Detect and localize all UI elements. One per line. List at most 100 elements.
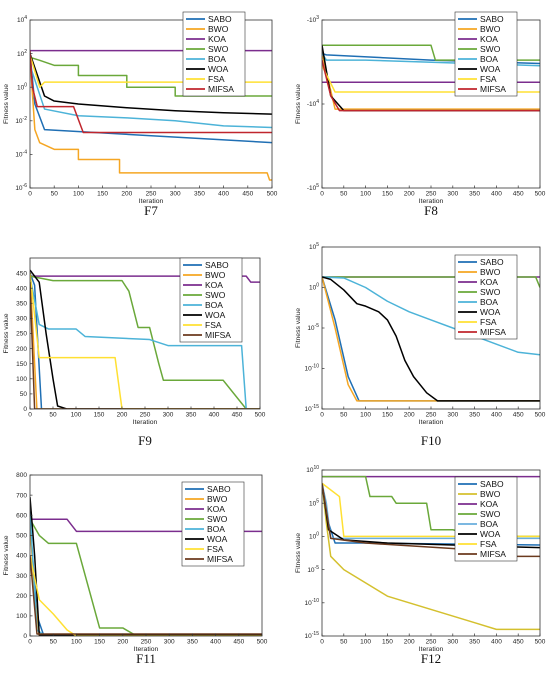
series-line-swo <box>30 275 260 409</box>
x-tick-label: 500 <box>255 412 266 419</box>
x-tick-label: 350 <box>186 412 197 419</box>
x-tick-label: 350 <box>194 191 205 198</box>
legend-entry: BWO <box>480 267 501 277</box>
y-tick-label: 150 <box>16 361 27 368</box>
legend-entry: MIFSA <box>208 84 234 94</box>
y-tick-label: 100 <box>17 82 27 91</box>
x-tick-label: 250 <box>140 412 151 419</box>
series-line-bwo <box>30 57 272 181</box>
legend-entry: FSA <box>208 74 225 84</box>
x-tick-label: 0 <box>320 639 324 646</box>
x-tick-label: 300 <box>447 412 458 419</box>
x-tick-label: 200 <box>404 191 415 198</box>
x-tick-label: 0 <box>320 191 324 198</box>
x-tick-label: 0 <box>28 412 32 419</box>
x-tick-label: 150 <box>382 639 393 646</box>
chart-f9: 0 50 100 150 200 250 300 350 400 450 500 Iteration 0… <box>3 257 266 448</box>
legend-entry: BWO <box>480 489 501 499</box>
x-tick-label: 300 <box>447 191 458 198</box>
legend-entry: MIFSA <box>480 549 506 559</box>
chart-f10: 0 50 100 150 200 250 300 350 400 450 500 Iteration 1… <box>295 242 546 448</box>
y-tick-label: 0 <box>23 633 27 640</box>
x-tick-label: 50 <box>340 412 348 419</box>
x-axis-label: Iteration <box>133 419 158 426</box>
y-tick-label: -104 <box>307 99 319 108</box>
x-tick-label: 300 <box>164 639 175 646</box>
legend-entry: WOA <box>207 534 228 544</box>
legend-entry: SWO <box>208 44 229 54</box>
y-axis-label: Fitness value <box>3 313 10 353</box>
y-tick-label: 600 <box>16 512 27 519</box>
y-axis-label: Fitness value <box>3 84 10 124</box>
series-line-bwo <box>322 276 540 402</box>
x-tick-label: 50 <box>340 191 348 198</box>
series-line-woa <box>30 269 260 409</box>
y-tick-label: 100 <box>16 376 27 383</box>
legend-entry: KOA <box>208 34 226 44</box>
y-tick-label: 10-4 <box>15 150 27 159</box>
x-tick-label: 450 <box>242 191 253 198</box>
legend-entry: SWO <box>207 514 228 524</box>
legend-entry: SABO <box>480 479 504 489</box>
series-line-mifsa <box>30 282 260 409</box>
y-tick-label: 10-10 <box>305 598 320 607</box>
series-line-woa <box>30 53 272 115</box>
y-tick-label: 104 <box>17 15 27 24</box>
y-tick-label: 700 <box>16 492 27 499</box>
y-tick-label: 100 <box>16 613 27 620</box>
y-tick-label: 10-10 <box>305 364 320 373</box>
x-axis-label: Iteration <box>139 198 164 205</box>
legend-entry: MIFSA <box>480 327 506 337</box>
chart-f12: 0 50 100 150 200 250 300 350 400 450 500 Iteration 1… <box>295 465 546 666</box>
chart-caption: F10 <box>421 433 441 448</box>
x-tick-label: 100 <box>360 191 371 198</box>
legend-entry: SABO <box>207 484 231 494</box>
x-tick-label: 400 <box>218 191 229 198</box>
series-line-boa <box>30 65 272 129</box>
y-tick-label: 300 <box>16 573 27 580</box>
series-line-swo <box>30 56 272 97</box>
x-tick-label: 100 <box>73 191 84 198</box>
x-tick-label: 250 <box>426 191 437 198</box>
y-axis-label: Fitness value <box>295 308 302 348</box>
y-axis-label: Fitness value <box>3 535 10 575</box>
y-axis-label: Fitness value <box>295 533 302 573</box>
x-tick-label: 400 <box>210 639 221 646</box>
y-tick-label: 105 <box>309 498 319 507</box>
x-tick-label: 500 <box>535 191 546 198</box>
legend-entry: KOA <box>480 277 498 287</box>
x-tick-label: 450 <box>513 639 524 646</box>
x-tick-label: 200 <box>404 639 415 646</box>
chart-caption: F8 <box>424 203 438 218</box>
legend-entry: FSA <box>480 539 497 549</box>
y-tick-label: 10-6 <box>15 183 27 192</box>
x-axis-label: Iteration <box>419 198 444 205</box>
x-axis-label: Iteration <box>419 419 444 426</box>
legend-entry: FSA <box>480 74 497 84</box>
x-tick-label: 350 <box>187 639 198 646</box>
legend-entry: MIFSA <box>480 84 506 94</box>
series-line-boa <box>322 276 540 356</box>
x-tick-label: 300 <box>163 412 174 419</box>
legend-entry: MIFSA <box>207 554 233 564</box>
legend-entry: SWO <box>205 290 226 300</box>
legend-entry: BOA <box>480 54 498 64</box>
x-tick-label: 100 <box>71 412 82 419</box>
x-tick-label: 50 <box>49 412 57 419</box>
legend-entry: WOA <box>208 64 229 74</box>
y-tick-label: 350 <box>16 301 27 308</box>
legend-entry: SWO <box>480 287 501 297</box>
y-tick-label: 450 <box>16 270 27 277</box>
y-tick-label: 100 <box>309 283 319 292</box>
y-tick-label: 800 <box>16 472 27 479</box>
x-tick-label: 450 <box>513 191 524 198</box>
y-tick-label: 10-5 <box>307 565 319 574</box>
x-tick-label: 350 <box>469 412 480 419</box>
x-axis-label: Iteration <box>134 646 159 653</box>
series-line-koa <box>30 518 262 533</box>
legend-entry: SWO <box>480 44 501 54</box>
series-line-mifsa <box>322 59 540 112</box>
x-tick-label: 300 <box>170 191 181 198</box>
